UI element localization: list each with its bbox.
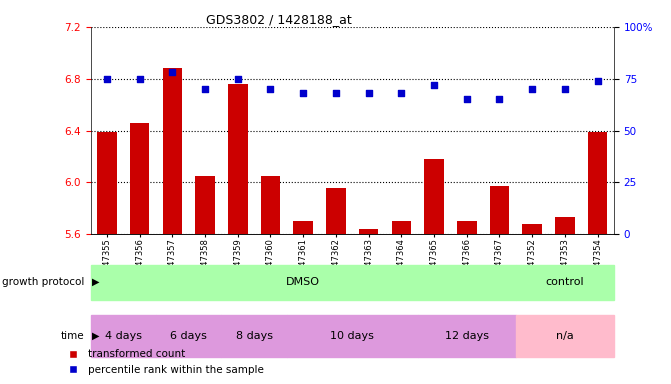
Bar bbox=[195, 176, 215, 234]
Bar bbox=[457, 221, 476, 234]
Text: control: control bbox=[546, 277, 584, 287]
Bar bbox=[293, 221, 313, 234]
Bar bbox=[156, 315, 221, 357]
Point bbox=[560, 86, 570, 92]
Point bbox=[101, 76, 112, 82]
Text: 4 days: 4 days bbox=[105, 331, 142, 341]
Bar bbox=[417, 315, 516, 357]
Bar bbox=[287, 315, 417, 357]
Point bbox=[232, 76, 243, 82]
Point bbox=[462, 96, 472, 103]
Text: ▶: ▶ bbox=[92, 331, 99, 341]
Bar bbox=[260, 176, 280, 234]
Bar bbox=[424, 159, 444, 234]
Bar bbox=[221, 315, 287, 357]
Point bbox=[331, 90, 342, 96]
Text: ▶: ▶ bbox=[92, 277, 99, 287]
Point bbox=[200, 86, 211, 92]
Bar bbox=[522, 224, 542, 234]
Bar bbox=[91, 315, 156, 357]
Bar bbox=[162, 68, 183, 234]
Bar bbox=[516, 315, 614, 357]
Bar bbox=[392, 221, 411, 234]
Bar bbox=[516, 265, 614, 300]
Point bbox=[363, 90, 374, 96]
Point bbox=[429, 82, 440, 88]
Bar bbox=[326, 187, 346, 234]
Text: 10 days: 10 days bbox=[330, 331, 374, 341]
Bar bbox=[490, 186, 509, 234]
Bar bbox=[228, 84, 248, 234]
Text: 8 days: 8 days bbox=[236, 331, 272, 341]
Point bbox=[592, 78, 603, 84]
Bar bbox=[555, 217, 574, 234]
Legend: transformed count, percentile rank within the sample: transformed count, percentile rank withi… bbox=[59, 345, 268, 379]
Bar bbox=[91, 265, 516, 300]
Text: growth protocol: growth protocol bbox=[1, 277, 84, 287]
Text: DMSO: DMSO bbox=[287, 277, 320, 287]
Text: GDS3802 / 1428188_at: GDS3802 / 1428188_at bbox=[206, 13, 352, 26]
Text: n/a: n/a bbox=[556, 331, 574, 341]
Point bbox=[265, 86, 276, 92]
Point bbox=[134, 76, 145, 82]
Point bbox=[396, 90, 407, 96]
Point bbox=[527, 86, 537, 92]
Text: 12 days: 12 days bbox=[445, 331, 488, 341]
Point bbox=[298, 90, 309, 96]
Text: 6 days: 6 days bbox=[170, 331, 207, 341]
Text: time: time bbox=[60, 331, 84, 341]
Bar bbox=[359, 229, 378, 234]
Bar bbox=[130, 123, 150, 234]
Point bbox=[494, 96, 505, 103]
Point bbox=[167, 70, 178, 76]
Bar bbox=[588, 132, 607, 234]
Bar bbox=[97, 132, 117, 234]
